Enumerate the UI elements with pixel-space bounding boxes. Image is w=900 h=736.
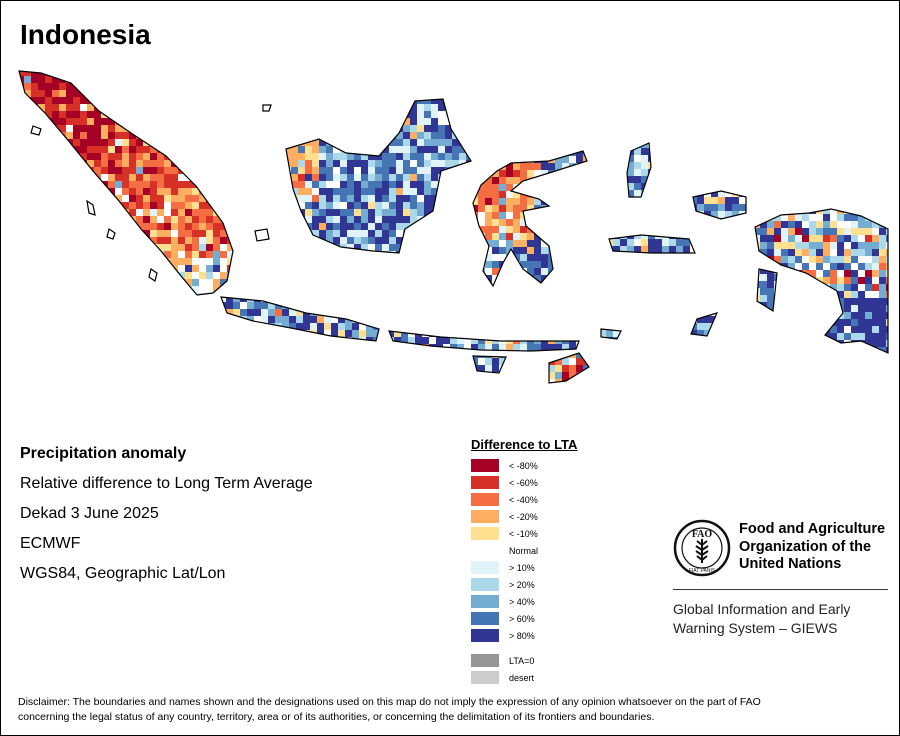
legend-items: < -80% < -60% < -40% < -20% < -10% Normal > 10…	[471, 457, 577, 686]
coastline-outlines	[18, 70, 889, 384]
anomaly-region	[19, 71, 233, 295]
legend-label: < -40%	[509, 494, 538, 505]
legend-swatch	[471, 476, 499, 489]
legend-item: < -80%	[471, 457, 577, 474]
giews-name: Global Information and Early Warning Sys…	[673, 600, 893, 637]
giews-line2: Warning System – GIEWS	[673, 619, 838, 636]
legend-swatch	[471, 578, 499, 591]
disclaimer: Disclaimer: The boundaries and names sho…	[18, 695, 888, 725]
map-projection: WGS84, Geographic Lat/Lon	[20, 565, 226, 582]
legend-label: > 20%	[509, 579, 535, 590]
map-source: ECMWF	[20, 535, 81, 552]
map-title: Indonesia	[20, 19, 151, 50]
indonesia-map	[18, 70, 889, 384]
fao-logo-icon: FAO FIAT PANIS	[673, 519, 731, 577]
legend-label: > 60%	[509, 613, 535, 624]
legend-label: > 10%	[509, 562, 535, 573]
legend: Difference to LTA < -80% < -60% < -40% < -2…	[471, 437, 577, 686]
legend-item: > 20%	[471, 576, 577, 593]
legend-item: < -10%	[471, 525, 577, 542]
legend-swatch	[471, 629, 499, 642]
legend-label: < -60%	[509, 477, 538, 488]
giews-line1: Global Information and Early	[673, 601, 851, 617]
legend-swatch	[471, 671, 499, 684]
legend-item: < -40%	[471, 491, 577, 508]
disclaimer-line1: Disclaimer: The boundaries and names sho…	[18, 696, 761, 708]
map-description: Relative difference to Long Term Average	[20, 475, 313, 492]
legend-item: > 80%	[471, 627, 577, 644]
legend-label: > 80%	[509, 630, 535, 641]
map-period: Dekad 3 June 2025	[20, 505, 159, 522]
legend-label: < -20%	[509, 511, 538, 522]
map-info: Precipitation anomaly Relative differenc…	[20, 441, 313, 591]
fao-logo-motto: FIAT PANIS	[689, 568, 716, 574]
legend-item: desert	[471, 669, 577, 686]
legend-item: > 10%	[471, 559, 577, 576]
divider	[673, 589, 888, 590]
legend-item: LTA=0	[471, 652, 577, 669]
legend-item: Normal	[471, 542, 577, 559]
legend-swatch	[471, 544, 499, 557]
legend-label: LTA=0	[509, 655, 535, 666]
legend-label: < -10%	[509, 528, 538, 539]
legend-label: desert	[509, 672, 535, 683]
legend-swatch	[471, 561, 499, 574]
legend-swatch	[471, 510, 499, 523]
disclaimer-line2: concerning the legal status of any count…	[18, 711, 655, 723]
fao-name: Food and Agriculture Organization of the…	[739, 521, 899, 574]
legend-swatch	[471, 493, 499, 506]
map-subject: Precipitation anomaly	[20, 445, 187, 462]
fao-name-line2: Organization of the	[739, 538, 872, 555]
legend-swatch	[471, 527, 499, 540]
legend-swatch	[471, 459, 499, 472]
legend-swatch	[471, 595, 499, 608]
legend-title: Difference to LTA	[471, 437, 578, 452]
legend-item: < -60%	[471, 474, 577, 491]
legend-label: > 40%	[509, 596, 535, 607]
fao-name-line3: United Nations	[739, 556, 842, 572]
legend-swatch	[471, 654, 499, 667]
legend-item: > 40%	[471, 593, 577, 610]
anomaly-region	[473, 151, 587, 286]
legend-label: Normal	[509, 545, 539, 556]
legend-item: < -20%	[471, 508, 577, 525]
legend-swatch	[471, 612, 499, 625]
legend-label: < -80%	[509, 460, 538, 471]
fao-name-line1: Food and Agriculture	[739, 521, 886, 537]
fao-logo-letters: FAO	[692, 529, 713, 540]
legend-item: > 60%	[471, 610, 577, 627]
